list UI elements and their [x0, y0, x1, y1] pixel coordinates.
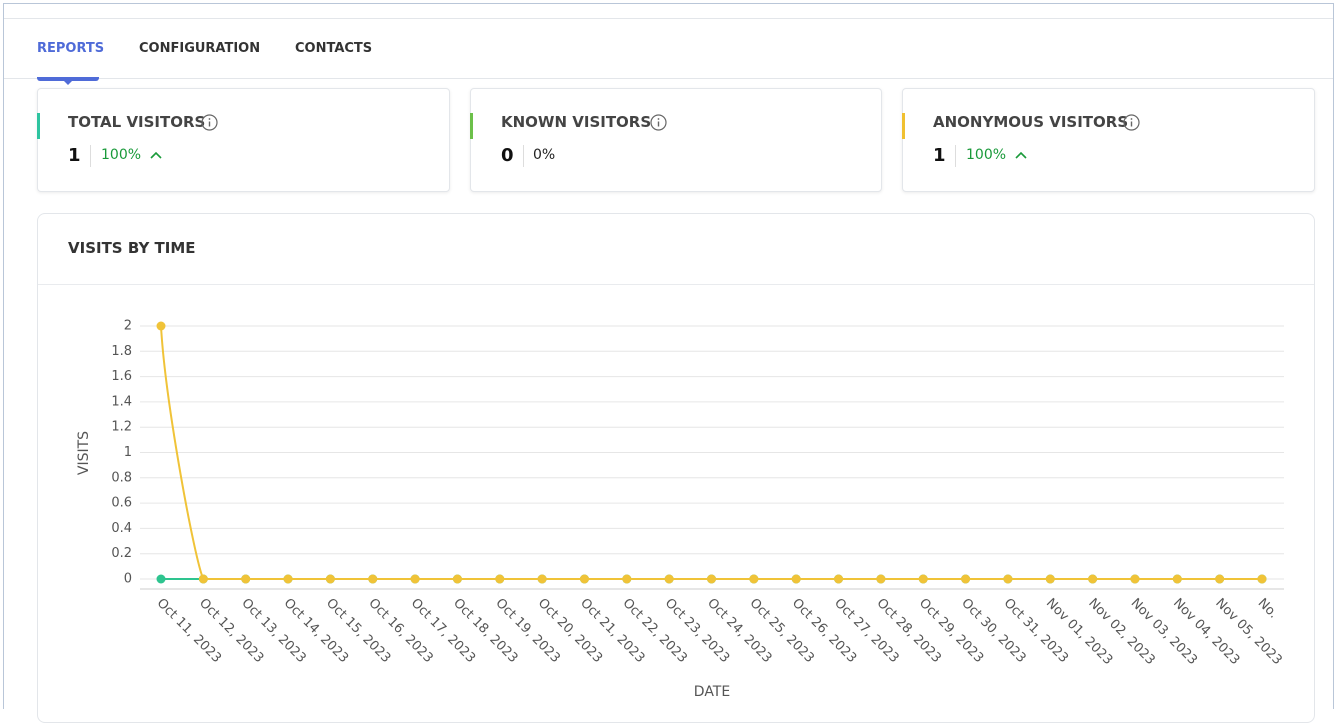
accent — [470, 113, 473, 139]
frame — [3, 3, 1334, 709]
y-tick-label: 1.2 — [111, 420, 132, 435]
chart-title: VISITS BY TIME — [68, 239, 196, 257]
data-point — [156, 574, 166, 584]
data-point — [834, 574, 844, 584]
data-point — [198, 574, 208, 584]
y-tick-label: 0.8 — [111, 470, 132, 485]
data-point — [156, 321, 166, 331]
data-point — [283, 574, 293, 584]
data-point — [410, 574, 420, 584]
card-value: 0 — [501, 145, 514, 166]
stat-card: TOTAL VISITORS 1 100% — [37, 88, 450, 192]
info-icon[interactable] — [1123, 114, 1140, 131]
data-point — [579, 574, 589, 584]
data-point — [664, 574, 674, 584]
data-point — [1045, 574, 1055, 584]
card-title: TOTAL VISITORS — [68, 113, 206, 131]
card-change: 0% — [533, 147, 556, 163]
data-point — [791, 574, 801, 584]
y-tick-label: 1.4 — [111, 394, 132, 409]
data-point — [749, 574, 759, 584]
y-tick-label: 0 — [124, 572, 132, 587]
card-change: 100% — [966, 147, 1007, 163]
trend-up — [150, 151, 162, 159]
data-point — [368, 574, 378, 584]
data-point — [1088, 574, 1098, 584]
y-tick-label: 1.6 — [111, 369, 132, 384]
data-point — [452, 574, 462, 584]
card-value: 1 — [68, 145, 81, 166]
accent — [902, 113, 905, 139]
info-icon[interactable] — [650, 114, 667, 131]
x-tick-label: No. — [1255, 596, 1281, 622]
data-point — [1257, 574, 1267, 584]
y-tick-label: 2 — [124, 319, 132, 334]
data-point — [1215, 574, 1225, 584]
y-tick-label: 0.4 — [111, 521, 132, 536]
stat-card: ANONYMOUS VISITORS 1 100% — [902, 88, 1315, 192]
y-axis-label: VISITS — [76, 431, 92, 475]
divider — [4, 18, 1333, 19]
data-point — [495, 574, 505, 584]
data-point — [918, 574, 928, 584]
x-axis-label: DATE — [694, 684, 730, 700]
data-point — [707, 574, 716, 584]
tab-indicator — [63, 80, 73, 85]
data-point — [622, 574, 632, 584]
card-title: ANONYMOUS VISITORS — [933, 113, 1129, 131]
tab-indicator — [37, 77, 99, 81]
data-point — [1130, 574, 1140, 584]
stat-card: KNOWN VISITORS 0 0% — [470, 88, 882, 192]
data-point — [1003, 574, 1013, 584]
card-change: 100% — [101, 147, 142, 163]
card-title: KNOWN VISITORS — [501, 113, 652, 131]
y-tick-label: 0.2 — [111, 546, 132, 561]
info-icon[interactable] — [201, 114, 218, 131]
data-point — [537, 574, 547, 584]
data-point — [241, 574, 251, 584]
data-point — [961, 574, 971, 584]
card-value: 1 — [933, 145, 946, 166]
separator — [523, 145, 524, 167]
tab[interactable]: CONFIGURATION — [139, 41, 261, 56]
tab[interactable]: CONTACTS — [295, 41, 373, 56]
data-point — [876, 574, 886, 584]
data-point — [325, 574, 335, 584]
accent — [37, 113, 40, 139]
trend-up — [1015, 151, 1027, 159]
divider — [4, 78, 1333, 79]
data-point — [1172, 574, 1182, 584]
tab[interactable]: REPORTS — [37, 41, 105, 56]
separator — [90, 145, 91, 167]
y-tick-label: 1.8 — [111, 344, 132, 359]
y-tick-label: 0.6 — [111, 496, 132, 511]
separator — [955, 145, 956, 167]
y-tick-label: 1 — [124, 445, 132, 460]
divider — [38, 284, 1314, 285]
